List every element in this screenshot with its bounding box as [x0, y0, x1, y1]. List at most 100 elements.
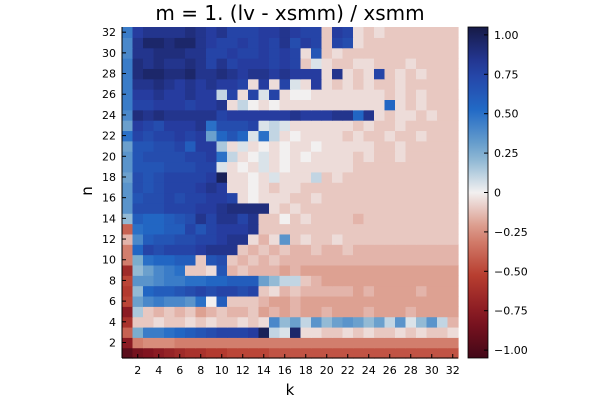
heatmap-cell	[321, 223, 333, 235]
heatmap-cell	[185, 337, 197, 349]
heatmap-cell	[426, 285, 438, 297]
heatmap-cell	[122, 89, 134, 100]
heatmap-cell	[405, 99, 417, 111]
heatmap-cell	[447, 202, 459, 214]
heatmap-cell	[206, 337, 218, 349]
heatmap-cell	[395, 78, 407, 90]
heatmap-cell	[237, 285, 249, 297]
heatmap-cell	[342, 295, 354, 307]
heatmap-cell	[374, 99, 386, 111]
heatmap-cell	[174, 171, 186, 183]
heatmap-cell	[311, 347, 323, 359]
heatmap-cell	[174, 233, 186, 245]
heatmap-cell	[290, 316, 302, 328]
heatmap-cell	[174, 347, 186, 359]
heatmap-cell	[143, 99, 155, 111]
heatmap-cell	[311, 213, 323, 225]
heatmap-cell	[279, 151, 291, 163]
heatmap-cell	[363, 171, 375, 183]
heatmap-cell	[395, 192, 407, 204]
heatmap-cell	[353, 68, 365, 80]
heatmap-cell	[437, 264, 449, 276]
heatmap-cell	[132, 192, 144, 204]
heatmap-cell	[227, 37, 239, 49]
x-tick-label: 22	[341, 364, 355, 377]
heatmap-cell	[447, 109, 459, 121]
heatmap-cell	[405, 192, 417, 204]
heatmap-cells	[122, 27, 459, 359]
heatmap-cell	[143, 326, 155, 338]
heatmap-cell	[447, 192, 459, 204]
heatmap-cell	[185, 316, 197, 328]
colorbar-tick-label: −0.50	[494, 265, 528, 278]
heatmap-cell	[258, 47, 270, 59]
heatmap-cell	[363, 326, 375, 338]
heatmap-cell	[290, 78, 302, 90]
heatmap-cell	[269, 306, 281, 318]
heatmap-cell	[216, 223, 228, 235]
heatmap-cell	[405, 78, 417, 90]
heatmap-cell	[216, 285, 228, 297]
heatmap-cell	[447, 68, 459, 80]
heatmap-cell	[216, 130, 228, 142]
heatmap-cell	[384, 295, 396, 307]
heatmap-cell	[227, 233, 239, 245]
heatmap-cell	[258, 295, 270, 307]
x-tick-label: 24	[362, 364, 376, 377]
heatmap-cell	[395, 202, 407, 214]
heatmap-cell	[405, 37, 417, 49]
heatmap-cell	[311, 233, 323, 245]
heatmap-cell	[342, 47, 354, 59]
heatmap-cell	[321, 151, 333, 163]
heatmap-cell	[174, 275, 186, 287]
heatmap-cell	[122, 285, 134, 297]
heatmap-cell	[311, 326, 323, 338]
heatmap-cell	[269, 161, 281, 173]
heatmap-cell	[426, 295, 438, 307]
heatmap-cell	[195, 233, 207, 245]
heatmap-cell	[384, 140, 396, 152]
heatmap-cell	[227, 109, 239, 121]
heatmap-cell	[227, 264, 239, 276]
heatmap-cell	[153, 316, 165, 328]
heatmap-cell	[258, 161, 270, 173]
heatmap-cell	[332, 151, 344, 163]
colorbar-tick-label: 0	[494, 187, 501, 200]
heatmap-cell	[437, 58, 449, 69]
heatmap-cell	[164, 306, 176, 318]
heatmap-cell	[447, 337, 459, 349]
heatmap-cell	[153, 130, 165, 142]
heatmap-cell	[332, 78, 344, 90]
heatmap-cell	[363, 151, 375, 163]
heatmap-cell	[258, 140, 270, 152]
heatmap-cell	[332, 140, 344, 152]
heatmap-cell	[195, 316, 207, 328]
heatmap-cell	[206, 151, 218, 163]
heatmap-cell	[248, 223, 260, 235]
heatmap-cell	[153, 192, 165, 204]
heatmap-cell	[321, 244, 333, 256]
heatmap-cell	[395, 264, 407, 276]
heatmap-cell	[447, 275, 459, 287]
heatmap-cell	[206, 213, 218, 225]
heatmap-cell	[426, 326, 438, 338]
heatmap-cell	[269, 347, 281, 359]
heatmap-cell	[164, 120, 176, 132]
heatmap-cell	[216, 151, 228, 163]
heatmap-cell	[237, 130, 249, 142]
heatmap-cell	[374, 316, 386, 328]
heatmap-cell	[311, 202, 323, 214]
heatmap-cell	[206, 37, 218, 49]
heatmap-cell	[174, 161, 186, 173]
heatmap-cell	[132, 264, 144, 276]
heatmap-cell	[342, 326, 354, 338]
heatmap-cell	[195, 295, 207, 307]
heatmap-cell	[185, 27, 197, 38]
heatmap-cell	[353, 347, 365, 359]
heatmap-cell	[269, 285, 281, 297]
heatmap-cell	[426, 151, 438, 163]
heatmap-cell	[195, 264, 207, 276]
heatmap-cell	[342, 285, 354, 297]
heatmap-cell	[332, 264, 344, 276]
heatmap-cell	[206, 68, 218, 80]
